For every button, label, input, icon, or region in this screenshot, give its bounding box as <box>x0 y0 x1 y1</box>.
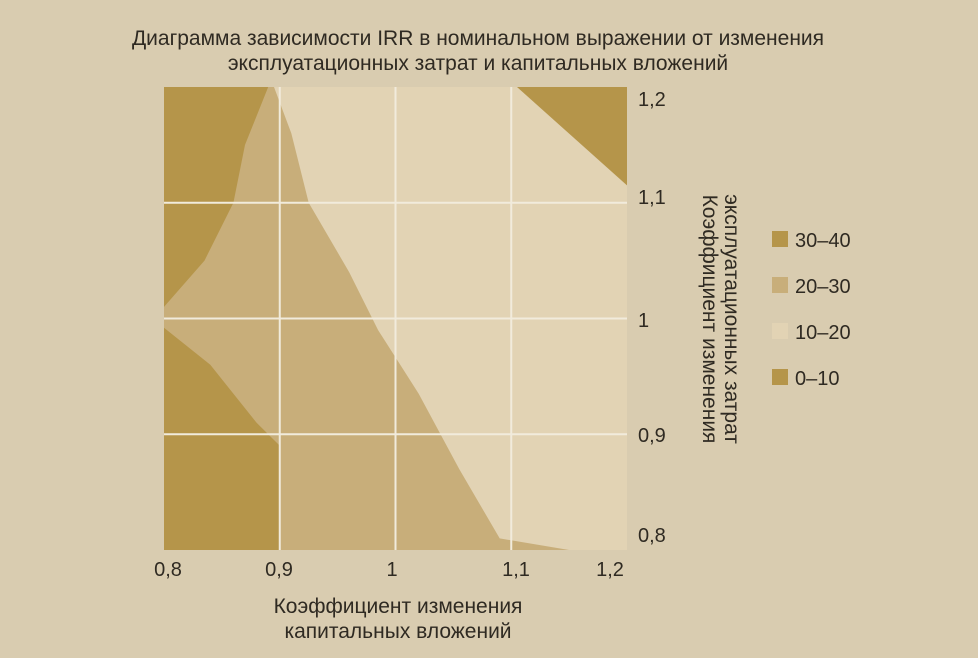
x-axis-label-line-2: капитальных вложений <box>284 620 511 643</box>
y-tick-label: 1,1 <box>638 187 666 209</box>
legend-swatch <box>772 231 788 247</box>
legend-swatch <box>772 369 788 385</box>
legend-swatch <box>772 323 788 339</box>
y-tick-label: 1,2 <box>638 89 666 111</box>
heatmap-region-4 <box>517 87 627 186</box>
heatmap-region-3 <box>164 327 280 550</box>
y-tick-label: 0,8 <box>638 525 666 547</box>
legend: 30–40 20–30 10–20 0–10 <box>772 230 851 390</box>
x-axis-label-line-1: Коэффициент изменения <box>274 595 523 618</box>
legend-label: 30–40 <box>795 230 851 252</box>
plot-grid <box>164 87 627 550</box>
legend-label: 0–10 <box>795 368 840 390</box>
chart-title-line-2: эксплуатационных затрат и капитальных вл… <box>228 52 728 75</box>
x-tick-label: 1 <box>386 559 397 581</box>
x-tick-label: 0,9 <box>265 559 293 581</box>
y-axis-label-line-1: Коэффициент изменения <box>698 195 721 444</box>
y-tick-label: 0,9 <box>638 425 666 447</box>
chart-title-line-1: Диаграмма зависимости IRR в номинальном … <box>132 27 824 50</box>
y-tick-label: 1 <box>638 310 649 332</box>
x-tick-label: 1,2 <box>596 559 624 581</box>
x-tick-label: 0,8 <box>154 559 182 581</box>
legend-label: 20–30 <box>795 276 851 298</box>
legend-swatch <box>772 277 788 293</box>
x-tick-label: 1,1 <box>502 559 530 581</box>
heatmap-region-2 <box>164 87 269 307</box>
y-axis-label-line-2: эксплуатационных затрат <box>720 194 743 444</box>
legend-label: 10–20 <box>795 322 851 344</box>
